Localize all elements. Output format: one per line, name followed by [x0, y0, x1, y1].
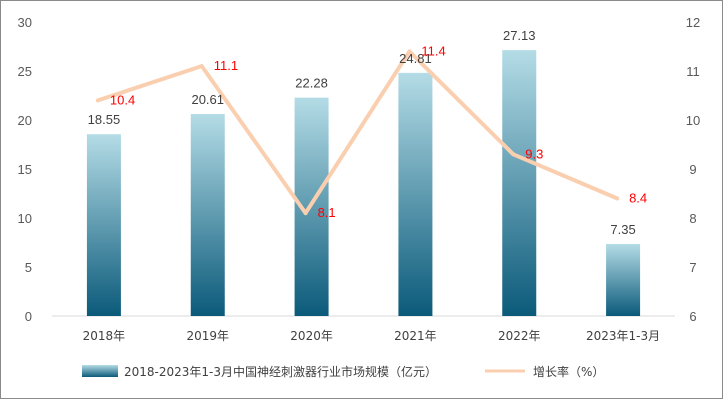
line-point [407, 49, 412, 54]
x-tick-label: 2022年 [498, 329, 541, 343]
rate-value-label: 9.3 [525, 146, 543, 161]
bar-value-label: 7.35 [610, 222, 635, 237]
rate-value-label: 11.4 [421, 43, 445, 58]
line-point [511, 152, 516, 157]
y-left-tick-label: 30 [18, 15, 32, 30]
line-point [615, 196, 620, 201]
bar-value-label: 27.13 [503, 28, 536, 43]
y-right-tick-label: 12 [686, 15, 700, 30]
bar [606, 243, 641, 316]
line-point [199, 64, 204, 69]
legend-bar-label: 2018-2023年1-3月中国神经刺激器行业市场规模（亿元） [124, 364, 437, 379]
rate-value-label: 10.4 [110, 92, 135, 107]
legend: 2018-2023年1-3月中国神经刺激器行业市场规模（亿元） 增长率（%） [82, 364, 604, 379]
bar-series [86, 50, 641, 316]
legend-bar-swatch [82, 365, 118, 377]
y-right-tick-label: 7 [689, 260, 696, 275]
bar-value-label: 18.55 [88, 112, 121, 127]
rate-value-label: 8.4 [629, 190, 647, 205]
y-right-tick-label: 6 [689, 309, 696, 324]
bar-value-label: 20.61 [191, 92, 224, 107]
bar [190, 114, 225, 316]
x-tick-label: 2020年 [290, 329, 333, 343]
y-left-tick-label: 25 [18, 64, 32, 79]
y-left-tick-label: 10 [18, 211, 32, 226]
x-tick-label: 2018年 [83, 329, 126, 343]
bar-value-label: 24.81 [399, 51, 432, 66]
axes: 0 5 10 15 20 25 30 6 7 8 9 10 11 12 2018年 2019年 2020年 202… [18, 15, 701, 343]
y-right-tick-label: 9 [689, 162, 696, 177]
bar-value-label: 22.28 [295, 76, 328, 91]
x-tick-label: 2023年1-3月 [586, 329, 660, 343]
rate-value-label: 11.1 [214, 58, 238, 73]
line-point [303, 211, 308, 216]
x-tick-label: 2019年 [186, 329, 229, 343]
bar [398, 72, 433, 316]
y-left-tick-label: 20 [18, 113, 32, 128]
y-right-tick-label: 11 [686, 64, 700, 79]
y-left-tick-label: 15 [18, 162, 32, 177]
data-labels: 18.55 20.61 22.28 24.81 27.13 7.35 10.4 11.1 8.1… [88, 28, 648, 237]
bar [502, 50, 537, 316]
x-tick-label: 2021年 [394, 329, 437, 343]
rate-value-label: 8.1 [318, 205, 336, 220]
y-left-tick-label: 5 [25, 260, 32, 275]
line-point [95, 98, 100, 103]
y-left-tick-label: 0 [25, 309, 32, 324]
bar [86, 134, 121, 316]
line-series [95, 49, 620, 216]
y-right-tick-label: 8 [689, 211, 696, 226]
legend-line-label: 增长率（%） [533, 364, 604, 379]
y-right-tick-label: 10 [686, 113, 700, 128]
growth-rate-line [95, 49, 620, 216]
